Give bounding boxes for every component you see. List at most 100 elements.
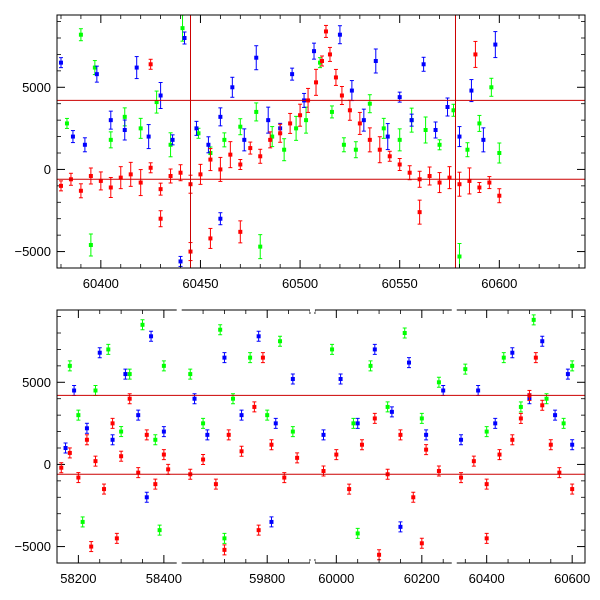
bottom-series-1-21-marker: [372, 347, 377, 352]
top-series-2-point-43: [457, 171, 462, 197]
top-series-1-point-19: [290, 67, 295, 81]
bottom-series-2-31-point-0: [359, 439, 364, 451]
top-series-1-point-15: [242, 128, 247, 152]
top-series-2-marker: [417, 210, 422, 215]
bottom-series-0-14-marker: [231, 396, 235, 401]
bottom-series-2-3-point-0: [84, 434, 89, 446]
top-series-1-point-16: [254, 45, 259, 71]
top-series-2-marker: [208, 236, 213, 241]
top-series-2-point-18: [238, 159, 243, 170]
top-series-0-marker: [196, 131, 201, 136]
bottom-series-0-13-marker: [218, 327, 223, 332]
top-series-2-marker: [319, 59, 324, 63]
bottom-series-1-33-point-0: [553, 409, 558, 421]
bottom-series-2-20-point-0: [239, 445, 244, 457]
bottom-series-2-10-point-0: [144, 429, 149, 441]
top-series-1-point-11: [194, 120, 199, 136]
bottom-series-1-11-point-0: [205, 429, 210, 441]
bottom-series-0-34-point-0: [561, 417, 566, 429]
top-series-2-marker: [407, 170, 412, 175]
bottom-series-2-18-marker: [213, 482, 218, 487]
top-series-1-marker: [170, 137, 175, 142]
bottom-series-0-9-marker: [80, 519, 85, 524]
bottom-series-2-5-marker: [102, 487, 107, 492]
top-series-1-marker: [481, 137, 486, 142]
bottom-series-1-4-point-0: [110, 434, 115, 446]
bottom-series-0-20-marker: [330, 347, 335, 352]
top-series-0-marker: [329, 109, 334, 114]
top-series-1-point-24: [361, 108, 366, 132]
top-series-0-marker: [497, 151, 502, 155]
bottom-series-0-23-marker: [385, 404, 390, 409]
top-series-2-point-46: [487, 176, 492, 190]
top-series-2-marker: [357, 121, 362, 126]
top-series-1-point-2: [82, 137, 87, 153]
bottom-series-0-5-point-0: [127, 368, 132, 380]
bottom-series-0-31-marker: [518, 404, 523, 409]
bottom-series-0-22-point-0: [368, 360, 373, 372]
top-series-1-marker: [445, 105, 450, 109]
bottom-series-0-32-point-0: [531, 314, 536, 326]
top-series-0-marker: [238, 124, 243, 129]
top-series-0-point-13: [254, 102, 259, 122]
top-series-1-marker: [70, 134, 75, 139]
top-series-2-marker: [108, 185, 113, 190]
bottom-series-1-14-point-0: [256, 330, 261, 342]
bottom-series-1-32-marker: [540, 339, 545, 344]
bottom-series-2-23-point-0: [269, 439, 274, 451]
top-series-0-point-30: [477, 114, 482, 132]
bottom-series-0-21-marker: [351, 421, 356, 426]
bottom-series-1-19-marker: [338, 377, 343, 381]
top-series-0-marker: [64, 121, 69, 126]
bottom-series-2-20-marker: [239, 449, 244, 454]
top-series-2-marker: [298, 113, 303, 118]
top-series-2-marker: [258, 154, 263, 159]
bottom-series-2-22-marker: [260, 355, 265, 360]
top-series-0-marker: [367, 101, 372, 106]
bottom-series-0-6-marker: [140, 322, 145, 327]
bottom-series-0-30-point-0: [501, 352, 506, 364]
bottom-series-1-35-point-0: [570, 439, 575, 451]
bottom-series-1-32-point-0: [540, 335, 545, 347]
bottom-series-2-6-point-0: [110, 417, 115, 429]
top-series-0-marker: [138, 126, 143, 131]
top-series-1-point-6: [134, 56, 139, 80]
axis-break-top-2: [451, 309, 457, 312]
top-series-0-point-20: [341, 137, 346, 153]
bottom-series-2-30-marker: [347, 487, 352, 492]
top-series-0-marker: [270, 134, 275, 139]
top-series-1-marker: [433, 128, 438, 132]
bottom-series-2-37-marker: [436, 469, 441, 473]
bottom-series-0-27-marker: [355, 531, 360, 536]
top-series-2-marker: [327, 52, 332, 57]
top-series-2-marker: [158, 187, 163, 192]
bottom-series-0-0-point-0: [67, 360, 72, 372]
bottom-series-1-10-marker: [192, 396, 197, 401]
top-series-0-point-28: [451, 103, 456, 117]
bottom-series-0-13-point-0: [218, 324, 223, 336]
top-series-2-marker: [497, 193, 502, 198]
top-series-2-marker: [397, 162, 402, 167]
bottom-series-0-19-point-0: [222, 532, 227, 544]
bottom-series-0-11-marker: [188, 372, 193, 377]
bottom-series-2-31-marker: [359, 442, 364, 447]
bottom-series-1-22-point-0: [389, 406, 394, 418]
top-series-2-marker: [118, 175, 123, 180]
top-series-1-marker: [206, 142, 211, 147]
top-series-2-point-11: [168, 168, 173, 184]
bottom-series-2-4-marker: [93, 459, 98, 464]
top-series-2-point-3: [88, 167, 93, 185]
top-series-2-point-15: [208, 148, 213, 172]
bottom-series-2-24-marker: [282, 475, 287, 480]
top-series-0-point-6: [154, 90, 159, 114]
top-series-0-marker: [254, 109, 259, 114]
bottom-ytick-label-2: 5000: [22, 375, 51, 390]
top-series-2-marker: [387, 154, 392, 159]
bottom-series-1-9-point-0: [144, 491, 149, 503]
top-series-2-point-29: [327, 46, 332, 62]
top-series-2-point-37: [397, 158, 402, 171]
top-series-2-marker: [158, 216, 163, 221]
bottom-series-2-1-point-0: [67, 447, 72, 459]
bottom-series-0-24-point-0: [402, 327, 407, 339]
bottom-series-1-29-point-0: [493, 417, 498, 429]
